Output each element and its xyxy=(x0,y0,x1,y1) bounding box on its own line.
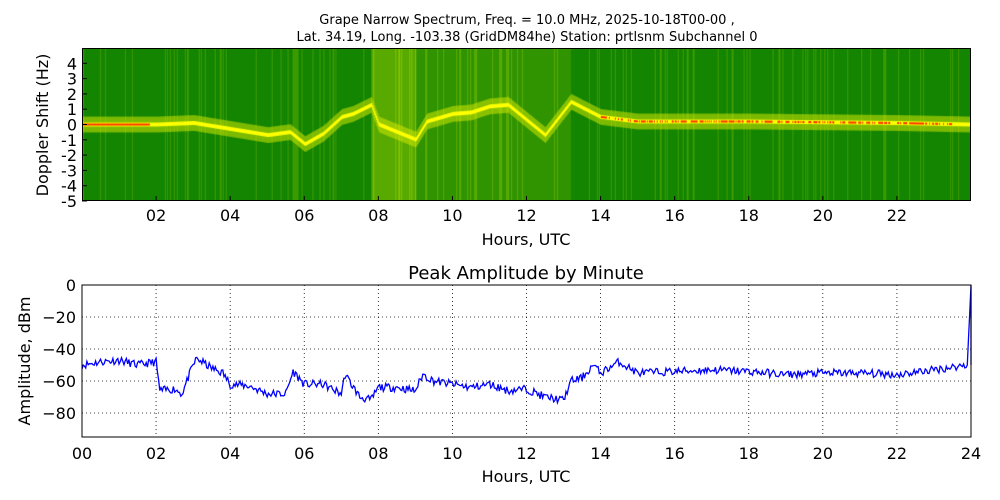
y-tick-label: −80 xyxy=(42,404,76,423)
y-tick-label: -1 xyxy=(61,131,77,150)
spectrogram-title-line2: Lat. 34.19, Long. -103.38 (GridDM84he) S… xyxy=(296,30,758,45)
y-tick-label: −60 xyxy=(42,372,76,391)
x-tick-label: 14 xyxy=(590,206,610,225)
x-tick-label: 16 xyxy=(664,444,684,463)
y-tick-label: −20 xyxy=(42,308,76,327)
y-tick-label: −40 xyxy=(42,340,76,359)
x-tick-label: 02 xyxy=(146,206,166,225)
y-tick-label: 0 xyxy=(66,276,76,295)
y-tick-label: 3 xyxy=(67,70,77,89)
x-tick-label: 24 xyxy=(961,444,981,463)
spectrogram-xlabel: Hours, UTC xyxy=(482,230,571,249)
x-tick-label: 04 xyxy=(220,206,240,225)
x-tick-label: 08 xyxy=(368,206,388,225)
x-tick-label: 06 xyxy=(294,206,314,225)
x-tick-label: 00 xyxy=(72,444,92,463)
x-tick-label: 22 xyxy=(887,444,907,463)
amplitude-line xyxy=(81,284,972,406)
x-tick-label: 16 xyxy=(664,206,684,225)
spectrogram-heatmap xyxy=(82,48,971,201)
x-tick-label: 04 xyxy=(220,444,240,463)
amplitude-title: Peak Amplitude by Minute xyxy=(408,263,644,284)
amplitude-xlabel: Hours, UTC xyxy=(482,467,571,486)
x-tick-label: 10 xyxy=(442,444,462,463)
y-tick-label: -4 xyxy=(61,177,77,196)
x-tick-label: 12 xyxy=(516,444,536,463)
y-tick-label: 0 xyxy=(67,116,77,135)
x-tick-label: 12 xyxy=(516,206,536,225)
x-tick-label: 18 xyxy=(739,444,759,463)
x-tick-label: 18 xyxy=(739,206,759,225)
spectrogram-ylabel: Doppler Shift (Hz) xyxy=(33,54,52,197)
x-tick-label: 10 xyxy=(442,206,462,225)
spectrogram-title-line1: Grape Narrow Spectrum, Freq. = 10.0 MHz,… xyxy=(319,13,735,28)
y-tick-label: -3 xyxy=(61,161,77,180)
amplitude-ylabel: Amplitude, dBm xyxy=(15,297,34,426)
x-tick-label: 20 xyxy=(813,444,833,463)
y-tick-label: 2 xyxy=(67,85,77,104)
y-tick-label: -5 xyxy=(61,192,77,211)
amplitude-plot-frame xyxy=(81,284,972,438)
y-tick-label: -2 xyxy=(61,146,77,165)
y-tick-label: 4 xyxy=(67,54,77,73)
x-tick-label: 20 xyxy=(813,206,833,225)
x-tick-label: 06 xyxy=(294,444,314,463)
y-tick-label: 1 xyxy=(67,100,77,119)
x-tick-label: 02 xyxy=(146,444,166,463)
x-tick-label: 22 xyxy=(887,206,907,225)
x-tick-label: 14 xyxy=(590,444,610,463)
x-tick-label: 08 xyxy=(368,444,388,463)
